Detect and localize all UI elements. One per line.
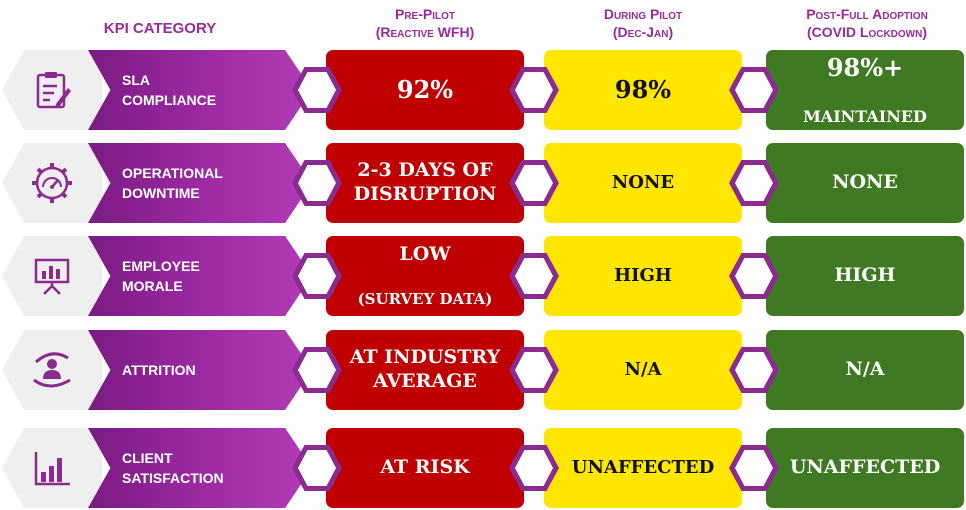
- during-pilot-value-text: HIGH: [614, 264, 672, 286]
- header-during-pilot: During Pilot (Dec-Jan): [548, 6, 738, 41]
- during-pilot-value-attrition: N/A: [544, 330, 742, 410]
- kpi-bar: [88, 50, 312, 130]
- icon-tile: [2, 428, 102, 508]
- during-pilot-value-downtime: NONE: [544, 143, 742, 223]
- post-adoption-value-text: UNAFFECTED: [789, 456, 941, 479]
- kpi-bar: [88, 143, 312, 223]
- gear-gauge-icon: [32, 163, 72, 203]
- post-adoption-value-morale: HIGH: [766, 236, 964, 316]
- during-pilot-value-client: UNAFFECTED: [544, 428, 742, 508]
- post-adoption-value-text: NONE: [832, 171, 898, 194]
- bar-chart-icon: [34, 452, 70, 486]
- clipboard-icon: [36, 72, 71, 109]
- post-adoption-value-main: 98%+: [826, 53, 904, 83]
- kpi-row-client-satisfaction: CLIENT SATISFACTION AT RISK UNAFFECTED U…: [0, 428, 966, 508]
- during-pilot-value-text: UNAFFECTED: [571, 456, 715, 478]
- kpi-row-operational-downtime: OPERATIONAL DOWNTIME 2-3 DAYS OF DISRUPT…: [0, 143, 966, 223]
- pre-pilot-value-attrition: AT INDUSTRY AVERAGE: [326, 330, 524, 410]
- presentation-board-icon: [34, 258, 70, 295]
- during-pilot-value-text: N/A: [624, 358, 662, 380]
- header-post-adoption-title: Post-Full Adoption: [806, 6, 928, 22]
- pre-pilot-value-main: LOW: [399, 242, 451, 265]
- kpi-label-sla-compliance: SLA COMPLIANCE: [122, 71, 217, 108]
- post-adoption-value-attrition: N/A: [766, 330, 964, 410]
- pre-pilot-value-text: AT RISK: [380, 456, 470, 479]
- header-post-adoption: Post-Full Adoption (COVID Lockdown): [768, 6, 966, 41]
- pre-pilot-value-client: AT RISK: [326, 428, 524, 508]
- during-pilot-value-morale: HIGH: [544, 236, 742, 316]
- hexagon-connector: [292, 67, 342, 113]
- header-during-pilot-title: During Pilot: [603, 6, 683, 22]
- during-pilot-value-sla: 98%: [544, 50, 742, 130]
- header-pre-pilot-title: Pre-Pilot: [394, 6, 455, 22]
- hexagon-connector: [292, 347, 342, 393]
- header-pre-pilot-subtitle: (Reactive WFH): [375, 23, 475, 40]
- pre-pilot-value-morale: LOW (SURVEY DATA): [326, 236, 524, 316]
- header-post-adoption-subtitle: (COVID Lockdown): [807, 23, 927, 40]
- pre-pilot-value-text: 2-3 DAYS OF DISRUPTION: [353, 159, 497, 205]
- icon-tile: [2, 236, 102, 316]
- pre-pilot-value-text: AT INDUSTRY AVERAGE: [349, 346, 501, 392]
- icon-tile: [2, 50, 102, 130]
- kpi-label-employee-morale: EMPLOYEE MORALE: [122, 257, 200, 294]
- post-adoption-value-text: N/A: [845, 358, 885, 381]
- pre-pilot-value-text: 92%: [396, 75, 454, 104]
- kpi-row-attrition: ATTRITION AT INDUSTRY AVERAGE N/A N/A: [0, 330, 966, 410]
- post-adoption-value-sla: 98%+ MAINTAINED: [766, 50, 964, 130]
- pre-pilot-value-downtime: 2-3 DAYS OF DISRUPTION: [326, 143, 524, 223]
- pre-pilot-value-sla: 92%: [326, 50, 524, 130]
- hexagon-connector: [292, 253, 342, 299]
- kpi-label-client-satisfaction: CLIENT SATISFACTION: [122, 449, 224, 486]
- hexagon-connector: [292, 445, 342, 491]
- kpi-row-employee-morale: EMPLOYEE MORALE LOW (SURVEY DATA) HIGH H…: [0, 236, 966, 316]
- pre-pilot-value-sub: (SURVEY DATA): [357, 290, 493, 309]
- kpi-row-sla-compliance: SLA COMPLIANCE 92% 98% 98%+ MAINTAINED: [0, 50, 966, 130]
- kpi-bar: [88, 330, 312, 410]
- icon-tile: [2, 143, 102, 223]
- during-pilot-value-text: 98%: [614, 75, 672, 104]
- post-adoption-value-downtime: NONE: [766, 143, 964, 223]
- icon-tile: [2, 330, 102, 410]
- header-during-pilot-subtitle: (Dec-Jan): [612, 23, 674, 40]
- hexagon-connector: [292, 160, 342, 206]
- kpi-label-attrition: ATTRITION: [122, 361, 196, 378]
- header-pre-pilot: Pre-Pilot (Reactive WFH): [330, 6, 520, 41]
- kpi-bar: [88, 428, 312, 508]
- post-adoption-value-sub: MAINTAINED: [803, 106, 927, 126]
- person-in-hands-icon: [33, 352, 71, 388]
- kpi-bar: [88, 236, 312, 316]
- post-adoption-value-client: UNAFFECTED: [766, 428, 964, 508]
- post-adoption-value-text: HIGH: [834, 264, 896, 287]
- during-pilot-value-text: NONE: [611, 171, 675, 193]
- header-kpi-category: KPI CATEGORY: [103, 20, 217, 37]
- kpi-label-operational-downtime: OPERATIONAL DOWNTIME: [122, 164, 223, 201]
